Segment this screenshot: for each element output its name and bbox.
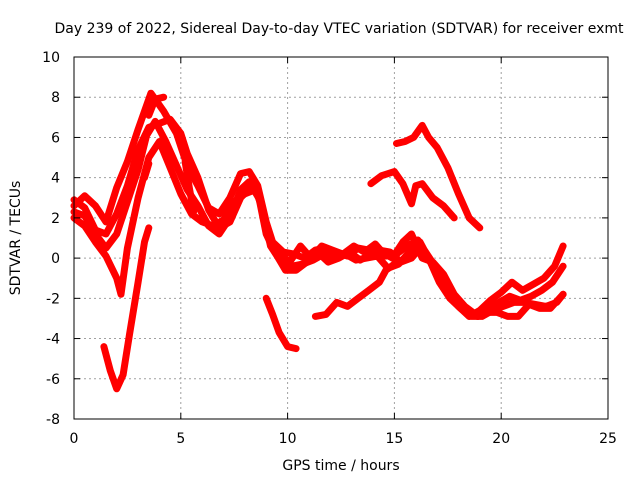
x-tick-label: 10 [279, 431, 297, 447]
series-line [393, 121, 484, 232]
data-layer [70, 89, 567, 393]
series-track-h [181, 158, 198, 216]
y-tick-label: 10 [42, 50, 60, 66]
x-axis-label: GPS time / hours [282, 458, 399, 474]
series-line [367, 168, 458, 222]
y-tick-label: 2 [51, 211, 60, 227]
series-track-f [145, 93, 168, 119]
series-track-e [100, 224, 153, 393]
series-track-j [311, 260, 398, 320]
chart-title: Day 239 of 2022, Sidereal Day-to-day VTE… [55, 21, 625, 37]
series-line [145, 93, 168, 119]
series-line [100, 224, 153, 393]
series-line [262, 294, 300, 353]
series-track-d [70, 115, 567, 320]
x-tick-label: 5 [176, 431, 185, 447]
y-axis-label: SDTVAR / TECUs [8, 181, 24, 296]
series-line [181, 158, 198, 216]
y-tick-label: -6 [46, 372, 60, 388]
x-tick-label: 25 [599, 431, 617, 447]
y-tick-label: 8 [51, 90, 60, 106]
x-tick-label: 15 [385, 431, 403, 447]
series-line [70, 115, 567, 320]
series-track-l [393, 121, 484, 232]
x-tick-label: 20 [492, 431, 510, 447]
y-tick-label: 4 [51, 171, 60, 187]
series-track-k [367, 168, 458, 222]
series-track-c [70, 117, 567, 320]
y-tick-label: -4 [46, 332, 60, 348]
plot-frame [73, 56, 609, 420]
series-line [141, 160, 153, 182]
y-tick-label: -2 [46, 291, 60, 307]
y-tick-label: 6 [51, 130, 60, 146]
series-line [311, 260, 398, 320]
y-tick-label: -8 [46, 412, 60, 428]
x-tick-label: 0 [70, 431, 79, 447]
series-track-g [141, 160, 153, 182]
tick-layer: 0 5 10 15 20 25 -8 -6 -4 -2 0 2 4 6 8 10 [42, 50, 617, 447]
y-tick-label: 0 [51, 251, 60, 267]
series-line [70, 117, 567, 320]
series-track-i [262, 294, 300, 353]
